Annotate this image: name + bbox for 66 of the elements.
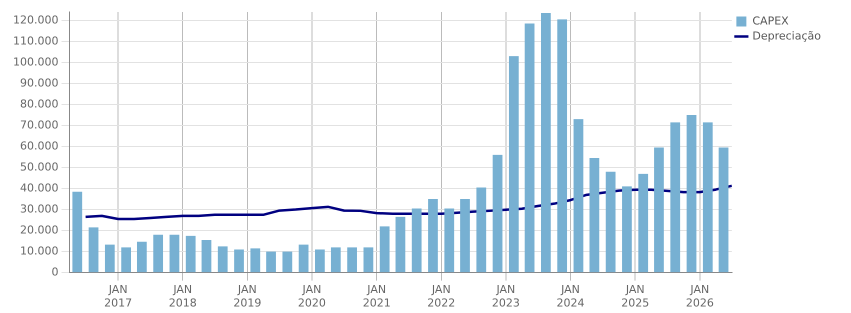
bar — [330, 247, 341, 272]
bar — [170, 234, 180, 272]
bar — [606, 172, 616, 272]
bar — [622, 186, 632, 272]
y-tick-label: 20.000 — [20, 223, 58, 236]
bar — [412, 208, 422, 272]
bar — [202, 240, 212, 272]
y-tick-label: 120.000 — [12, 13, 58, 26]
bar — [364, 247, 374, 272]
bar — [428, 199, 438, 272]
x-tick-label: JAN 2020 — [298, 283, 326, 310]
bar — [702, 122, 713, 272]
bar — [136, 242, 147, 272]
bar — [234, 249, 244, 272]
y-tick-label: 10.000 — [20, 244, 58, 258]
x-tick-label: JAN 2025 — [621, 283, 650, 310]
bar — [444, 208, 454, 272]
bar — [298, 244, 308, 272]
legend-label: CAPEX — [752, 14, 790, 28]
bar — [315, 249, 325, 272]
bar — [524, 24, 534, 272]
y-tick-label: 100.000 — [12, 55, 58, 68]
y-tick-label: 0 — [51, 265, 58, 278]
x-tick-label: JAN 2017 — [104, 283, 132, 310]
bar — [347, 247, 357, 272]
x-tick-label: JAN 2018 — [168, 283, 197, 310]
bar — [574, 119, 584, 272]
bar — [557, 19, 568, 272]
bar — [589, 158, 600, 272]
bar — [508, 56, 519, 272]
y-tick-label: 80.000 — [20, 97, 58, 110]
x-tick-label: JAN 2022 — [427, 283, 456, 310]
x-tick-label: JAN 2026 — [686, 283, 714, 310]
bar — [638, 174, 648, 272]
bar — [492, 154, 502, 272]
bar — [104, 244, 115, 272]
x-tick-label: JAN 2021 — [362, 283, 391, 310]
bar — [72, 192, 82, 272]
bar — [266, 252, 276, 272]
bar — [686, 114, 696, 272]
bar — [460, 199, 470, 272]
bar — [186, 236, 196, 272]
y-tick-label: 70.000 — [20, 118, 58, 132]
bar — [282, 252, 292, 272]
legend-label: Depreciação — [752, 29, 822, 42]
y-tick-label: 50.000 — [20, 160, 58, 174]
y-tick-label: 110.000 — [12, 34, 58, 48]
x-tick-label: JAN 2019 — [233, 283, 262, 310]
x-tick-label: JAN 2023 — [492, 283, 520, 310]
bar — [218, 246, 228, 272]
bar — [476, 187, 486, 272]
bar — [380, 226, 390, 272]
bar — [396, 216, 406, 272]
bar — [718, 148, 728, 272]
bar — [153, 234, 164, 272]
bar — [121, 247, 131, 272]
bar — [88, 227, 98, 272]
bar — [670, 122, 680, 272]
bar — [250, 248, 260, 272]
x-tick-label: JAN 2024 — [556, 283, 584, 310]
y-tick-label: 60.000 — [20, 139, 58, 152]
bar — [654, 148, 664, 272]
bar — [540, 13, 551, 272]
y-tick-label: 90.000 — [20, 76, 58, 90]
y-tick-label: 40.000 — [20, 181, 58, 194]
y-tick-label: 30.000 — [20, 202, 58, 216]
